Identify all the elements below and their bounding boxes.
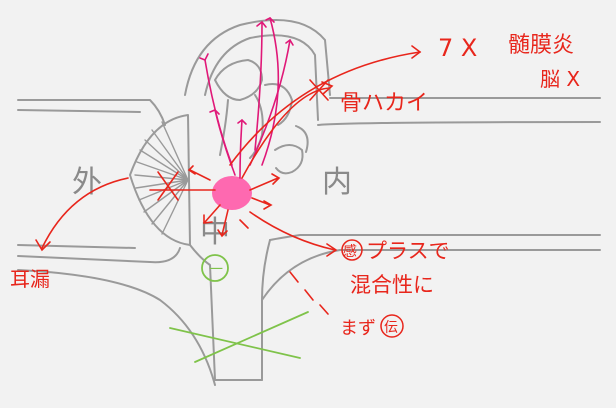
incus-body [264, 83, 293, 126]
inner-floor-line [261, 249, 601, 301]
malleus-handle [219, 99, 229, 156]
arrow-head-otorrhea [35, 239, 51, 252]
arrow-to-stapes [249, 177, 279, 191]
label-mixed: 混合性に [350, 273, 434, 297]
upward-spread-arrows [199, 17, 294, 179]
label-bone-destruction: 骨ハカイ [340, 91, 428, 116]
green-circled-one-text: 一 [209, 262, 223, 278]
x-mark-eardrum [157, 171, 179, 201]
label-plus: プラスで [366, 239, 450, 263]
label-conductive: 伝 [384, 320, 398, 336]
circle-conductive [380, 314, 404, 338]
green-cross-line-1 [169, 327, 301, 359]
cavity-floor-right [269, 234, 601, 241]
x-mark-bone [309, 79, 329, 101]
arrow-to-otorrhea [41, 177, 129, 249]
label-otorrhea: 耳漏 [10, 267, 50, 291]
red-annotation-strokes [35, 45, 422, 315]
skull-dome-outer [184, 19, 331, 96]
infection-focus [212, 176, 252, 210]
dash-1 [289, 271, 299, 283]
eustachian-left-wall [189, 244, 216, 381]
ear-canal-lower-line [17, 244, 136, 249]
malleus-head [214, 59, 263, 101]
ear-canal-lower-line-2 [17, 247, 181, 264]
dash-3 [319, 304, 329, 315]
incus [249, 94, 264, 159]
eustachian-right-wall [261, 239, 271, 381]
circle-plus-prefix [341, 239, 363, 261]
label-meningitis: 髄膜炎 [508, 33, 574, 58]
ear-canal-upper-line-2 [17, 109, 141, 113]
oval-window [295, 125, 309, 153]
skull-dome-inner [204, 34, 319, 121]
green-circle-one [201, 254, 229, 282]
label-inner-ear: 内 [322, 165, 352, 200]
stapes [274, 144, 304, 175]
arrow-to-mixed [249, 211, 336, 251]
label-mazu: まず [340, 318, 376, 339]
arrow-to-meningitis [229, 51, 421, 166]
green-annotations [169, 254, 309, 363]
arrow-to-bone [241, 87, 331, 179]
bone-line-lower [317, 121, 601, 126]
green-cross-line-2 [194, 311, 309, 363]
jaw-curve [17, 269, 216, 386]
label-seven-x: 7 X [438, 34, 477, 62]
dash-2 [304, 289, 314, 301]
arrow-head-meningitis [411, 45, 422, 59]
ear-canal-upper-line [17, 99, 166, 126]
ear-anatomy-outline [17, 19, 601, 386]
label-brain-x: 脳 X [540, 67, 580, 91]
label-plus-prefix: 感 [343, 243, 357, 260]
